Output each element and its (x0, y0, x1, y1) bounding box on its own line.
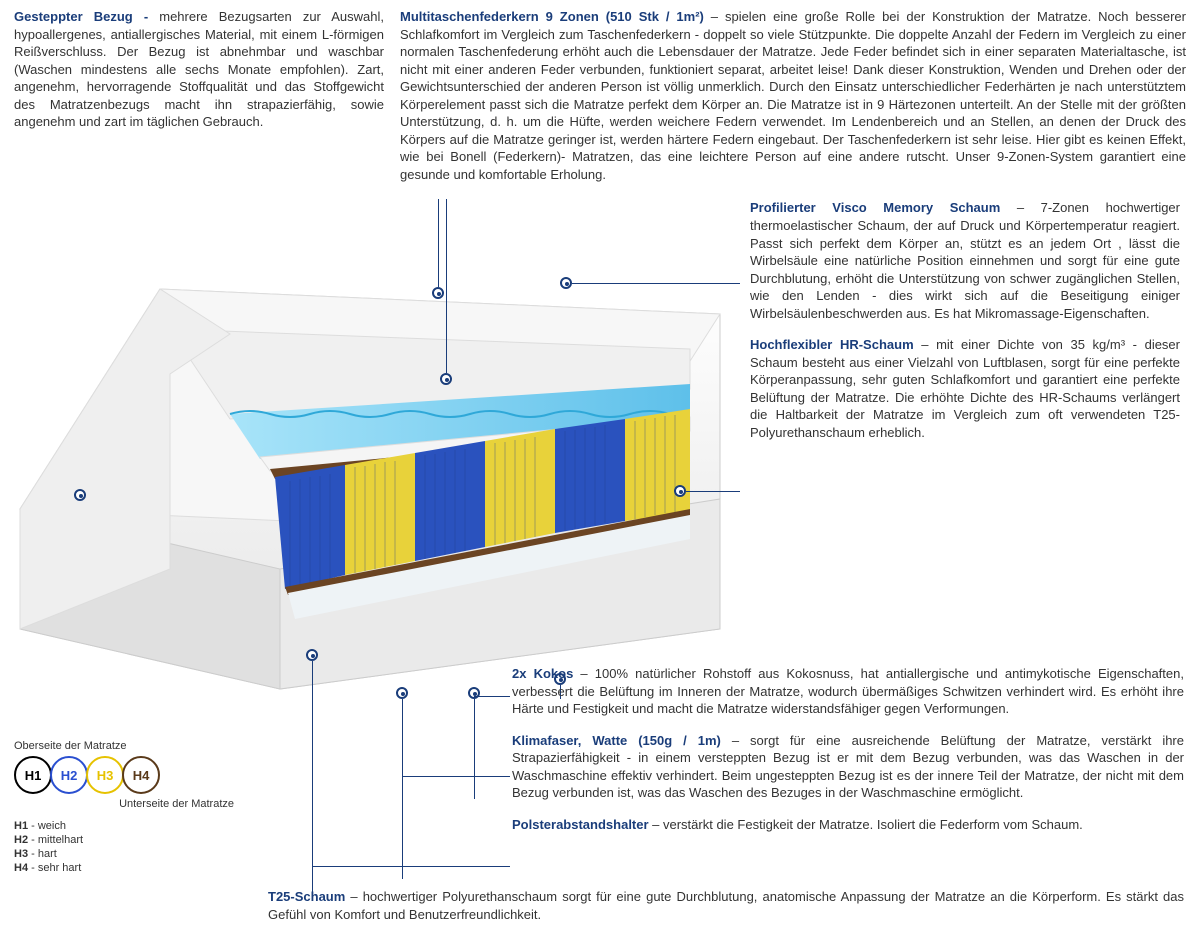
body-hr: – mit einer Dichte von 35 kg/m³ - dieser… (750, 337, 1180, 440)
callout-line (402, 776, 510, 777)
heading-t25: T25-Schaum (268, 889, 345, 904)
section-polster: Polsterabstandshalter – verstärkt die Fe… (512, 816, 1184, 834)
legend-label: sehr hart (38, 862, 81, 874)
section-klimafaser: Klimafaser, Watte (150g / 1m) – sorgt fü… (512, 732, 1184, 802)
body-polster: – verstärkt die Festigkeit der Matratze.… (649, 817, 1083, 832)
body-t25: – hochwertiger Polyurethanschaum sorgt f… (268, 889, 1184, 922)
section-kokos: 2x Kokos – 100% natürlicher Rohstoff aus… (512, 665, 1184, 718)
body-federkern: – spielen eine große Rolle bei der Konst… (400, 9, 1186, 182)
firmness-legend: Oberseite der Matratze H1 H2 H3 H4 Unter… (14, 740, 234, 874)
body-bezug: mehrere Bezugsarten zur Auswahl, hypoall… (14, 9, 384, 129)
section-federkern: Multitaschenfederkern 9 Zonen (510 Stk /… (400, 8, 1186, 183)
callout-line (312, 866, 510, 867)
legend-code: H3 (14, 848, 28, 860)
body-kokos: – 100% natürlicher Rohstoff aus Kokosnus… (512, 666, 1184, 716)
legend-circle-h3: H3 (86, 756, 124, 794)
body-visco: – 7-Zonen hochwertiger thermoelastischer… (750, 200, 1180, 320)
callout-line (474, 699, 475, 799)
callout-line (402, 699, 403, 879)
legend-circle-h2: H2 (50, 756, 88, 794)
section-bezug: Gesteppter Bezug - mehrere Bezugsarten z… (14, 8, 384, 131)
legend-circle-h1: H1 (14, 756, 52, 794)
mattress-illustration (0, 199, 740, 699)
callout-line (446, 199, 447, 373)
heading-visco: Profilierter Visco Memory Schaum (750, 200, 1000, 215)
heading-klimafaser: Klimafaser, Watte (150g / 1m) (512, 733, 721, 748)
legend-code: H4 (14, 862, 28, 874)
legend-top-label: Oberseite der Matratze (14, 740, 234, 752)
heading-hr: Hochflexibler HR-Schaum (750, 337, 914, 352)
callout-line (686, 491, 740, 492)
heading-polster: Polsterabstandshalter (512, 817, 649, 832)
legend-code: H2 (14, 834, 28, 846)
heading-bezug: Gesteppter Bezug - (14, 9, 159, 24)
callout-line (438, 199, 439, 287)
heading-kokos: 2x Kokos (512, 666, 573, 681)
legend-bottom-label: Unterseite der Matratze (14, 798, 234, 810)
section-t25: T25-Schaum – hochwertiger Polyurethansch… (268, 888, 1184, 923)
heading-federkern: Multitaschenfederkern 9 Zonen (510 Stk /… (400, 9, 704, 24)
legend-list: H1 - weich H2 - mittelhart H3 - hart H4 … (14, 820, 234, 874)
section-hr: Hochflexibler HR-Schaum – mit einer Dich… (750, 336, 1180, 441)
legend-circle-h4: H4 (122, 756, 160, 794)
callout-line (572, 283, 740, 284)
callout-line (474, 696, 510, 697)
section-visco: Profilierter Visco Memory Schaum – 7-Zon… (750, 199, 1180, 322)
legend-label: hart (38, 848, 57, 860)
legend-label: mittelhart (38, 834, 83, 846)
legend-code: H1 (14, 820, 28, 832)
legend-label: weich (38, 820, 66, 832)
